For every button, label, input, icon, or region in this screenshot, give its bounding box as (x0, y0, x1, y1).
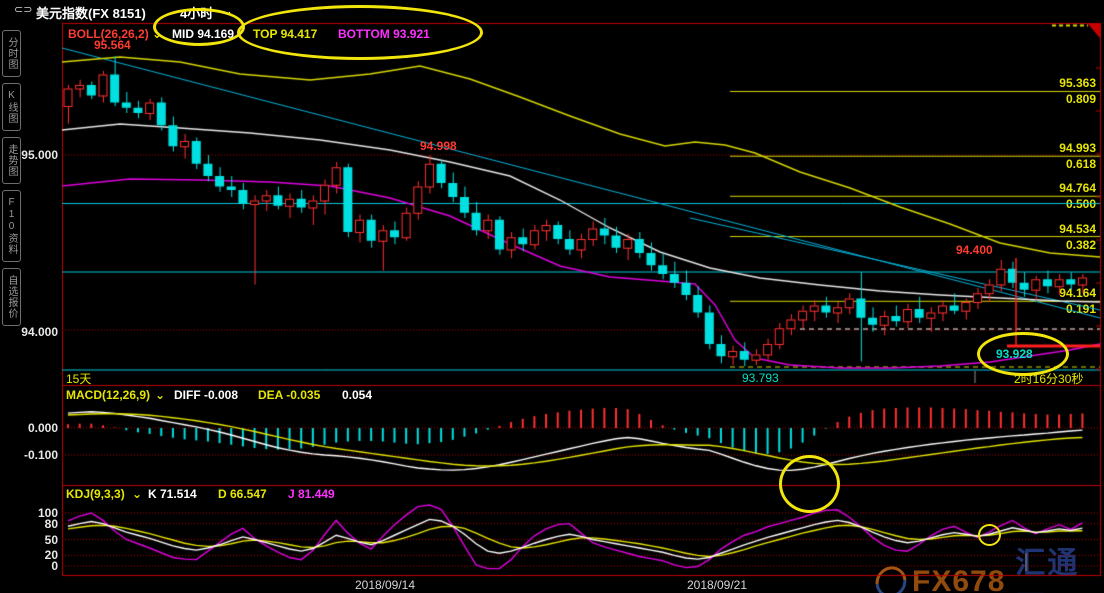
sidebar-tab-3[interactable]: 走势图 (2, 137, 21, 184)
date-axis-label-1: 2018/09/14 (354, 578, 416, 592)
annotation-ellipse-boll-top-bottom (237, 5, 483, 60)
annotation-circle-macd-cross (779, 455, 840, 513)
macd-hist-value: 0.054 (342, 388, 373, 402)
annotation-ellipse-support (977, 332, 1069, 376)
local-high-label: 94.998 (420, 139, 457, 153)
macd-dea-value: DEA -0.035 (258, 388, 321, 402)
annotation-ellipse-boll-mid (153, 8, 245, 46)
annotation-circle-kdj-cross (978, 524, 1001, 546)
kdj-j-value: J 81.449 (288, 487, 335, 501)
kdj-k-value: K 71.514 (148, 487, 197, 501)
date-axis-label-2: 2018/09/21 (686, 578, 748, 592)
macd-title[interactable]: MACD(12,26,9) (66, 388, 151, 402)
resistance-label: 94.400 (956, 243, 993, 257)
visible-range-label: 15天 (66, 372, 92, 386)
kdj-caret-icon[interactable]: ⌄ (132, 487, 143, 501)
kdj-d-value: D 66.547 (218, 487, 267, 501)
kdj-title[interactable]: KDJ(9,3,3) (66, 487, 125, 501)
sidebar-tab-1[interactable]: 分时图 (2, 30, 21, 77)
macd-caret-icon[interactable]: ⌄ (155, 388, 166, 402)
sidebar-tab-5[interactable]: 自选报价 (2, 268, 21, 326)
highest-price-label: 95.564 (94, 38, 131, 52)
sidebar-tab-2[interactable]: K线图 (2, 83, 21, 131)
sidebar-tab-4[interactable]: F10资料 (2, 190, 21, 262)
chevron-down-icon[interactable]: ⌄ (222, 3, 233, 18)
link-icon[interactable]: ⊂⊃ (14, 4, 33, 16)
lowest-price-label: 93.793 (742, 371, 779, 385)
symbol-title: 美元指数(FX 8151) (36, 6, 146, 21)
macd-diff-value: DIFF -0.008 (174, 388, 239, 402)
boll-title[interactable]: BOLL(26,26,2) (68, 27, 149, 41)
sidebar: 分时图 K线图走势图 F10资料自选报价 (0, 24, 26, 332)
